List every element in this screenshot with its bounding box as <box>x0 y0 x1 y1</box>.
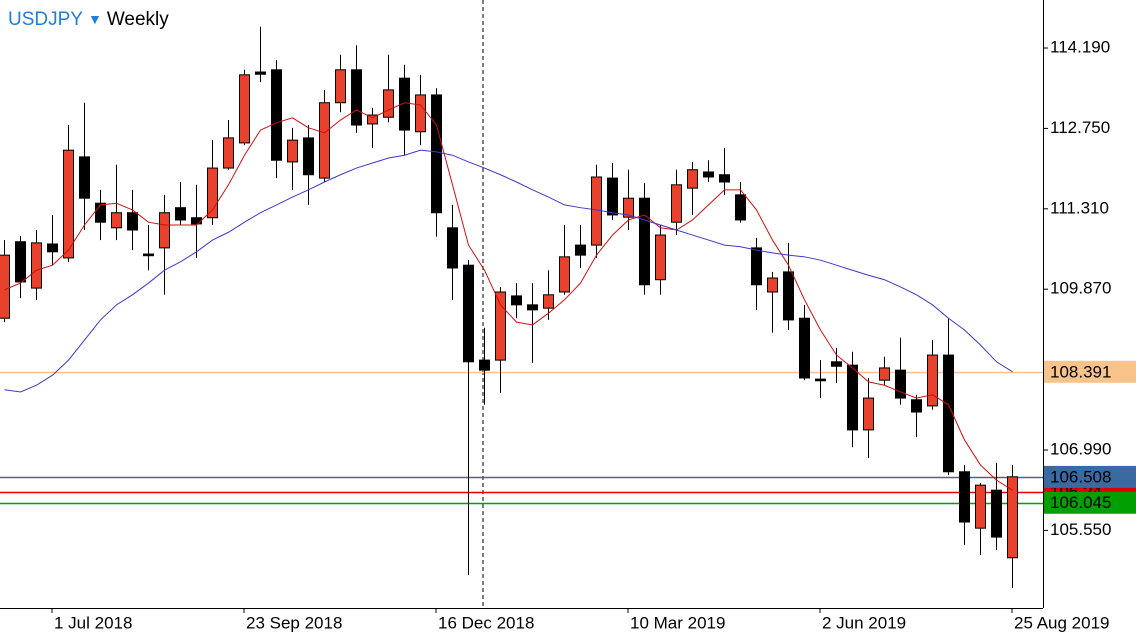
candle-body <box>815 378 826 382</box>
candle-body <box>463 264 474 363</box>
candle-body <box>671 184 682 223</box>
candle-body <box>191 217 202 225</box>
moving-average <box>4 149 1013 393</box>
candle-body <box>703 171 714 178</box>
candle-body <box>927 354 938 407</box>
candle-body <box>415 94 426 133</box>
candle-body <box>335 69 346 104</box>
candle-body <box>127 212 138 231</box>
candle-body <box>655 234 666 281</box>
candle-body <box>303 137 314 176</box>
candle-body <box>447 227 458 269</box>
level-label-box <box>1044 465 1136 488</box>
timeframe: Weekly <box>107 9 169 30</box>
candle-body <box>559 256 570 293</box>
candle-body <box>63 149 74 259</box>
y-tick-label: 114.190 <box>1050 37 1110 56</box>
candle-body <box>639 197 650 286</box>
candle-body <box>383 89 394 118</box>
candle-body <box>799 317 810 379</box>
x-tick-label: 1 Jul 2018 <box>54 613 132 632</box>
candle-body <box>735 194 746 221</box>
plot-area <box>0 26 1043 588</box>
candle-body <box>287 139 298 163</box>
candle-body <box>223 137 234 169</box>
candle-body <box>31 242 42 289</box>
candle-body <box>47 243 58 253</box>
y-tick-label: 111.310 <box>1050 198 1109 217</box>
x-tick-label: 2 Jun 2019 <box>822 613 906 632</box>
candle-body <box>479 359 490 371</box>
level-label: 106.508 <box>1050 467 1111 486</box>
candle-body <box>911 399 922 413</box>
candle-body <box>575 244 586 256</box>
candle-body <box>511 295 522 306</box>
candle-body <box>495 291 506 361</box>
candle-body <box>431 94 442 214</box>
candle-body <box>543 294 554 309</box>
candle-body <box>0 254 10 319</box>
candle-body <box>175 207 186 221</box>
candle-body <box>207 167 218 219</box>
candle-body <box>895 369 906 399</box>
candle-body <box>991 489 1002 538</box>
x-tick-label: 10 Mar 2019 <box>630 613 725 632</box>
y-tick-label: 105.550 <box>1050 520 1111 539</box>
candle-body <box>943 354 954 473</box>
candle-body <box>863 397 874 431</box>
candle-body <box>527 304 538 311</box>
candle-body <box>831 361 842 367</box>
moving-average <box>4 102 1013 491</box>
candle-body <box>719 174 730 183</box>
x-tick-label: 16 Dec 2018 <box>438 613 534 632</box>
y-tick-label: 106.990 <box>1050 439 1111 458</box>
candle-body <box>319 102 330 179</box>
x-tick-label: 23 Sep 2018 <box>246 613 342 632</box>
candle-body <box>159 212 170 249</box>
candle-body <box>399 77 410 131</box>
level-label-box <box>1044 491 1136 514</box>
level-label-box <box>1044 360 1136 383</box>
level-label: 106.045 <box>1050 493 1111 512</box>
candle-body <box>607 177 618 216</box>
axes: 114.190 112.750 111.310 109.870 106.990 105.5… <box>51 37 1136 632</box>
candle-body <box>1007 476 1018 559</box>
candle-body <box>95 202 106 223</box>
candle-body <box>623 197 634 218</box>
candle-body <box>255 71 266 75</box>
candle-body <box>111 212 122 229</box>
y-tick-label: 112.750 <box>1050 118 1110 137</box>
symbol: USDJPY <box>8 9 83 30</box>
candle-body <box>959 471 970 523</box>
candle-body <box>783 271 794 321</box>
candle-body <box>143 253 154 257</box>
candle-body <box>271 69 282 161</box>
candle-body <box>975 484 986 529</box>
candle-body <box>79 156 90 199</box>
y-tick-label: 109.870 <box>1050 279 1111 298</box>
candle-body <box>687 169 698 189</box>
candle-body <box>751 247 762 286</box>
candle-body <box>847 364 858 431</box>
candle-body <box>879 367 890 381</box>
candle-body <box>367 114 378 125</box>
candle-body <box>351 69 362 126</box>
candle-body <box>15 241 26 283</box>
candle-body <box>767 277 778 293</box>
dropdown-arrow[interactable]: ▼ <box>88 11 102 27</box>
candle-body <box>239 74 250 144</box>
title: USDJPY ▼ Weekly <box>8 9 169 30</box>
x-tick-label: 25 Aug 2019 <box>1014 613 1109 632</box>
level-label: 108.391 <box>1050 362 1111 381</box>
